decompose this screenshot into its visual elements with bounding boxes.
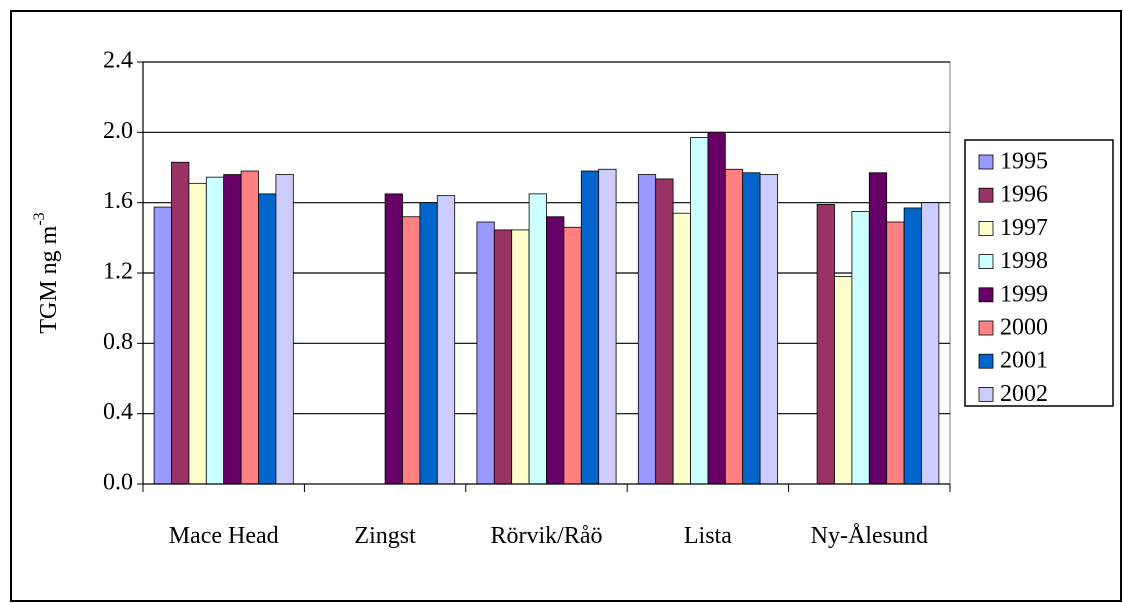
bar [493,229,513,485]
bar [580,170,600,485]
y-tick-label: 1.6 [103,188,133,214]
y-tick-label: 2.4 [103,48,133,74]
bar [868,172,888,485]
bar [672,212,691,485]
legend-swatch [978,254,994,270]
legend-swatch [978,287,994,303]
legend-label: 1998 [1000,248,1048,274]
bar [419,202,438,485]
bar [655,178,674,485]
bar [171,161,190,485]
legend-swatch [978,353,994,369]
bar [563,226,582,485]
y-tick-label: 0.4 [103,399,133,425]
bar [759,174,778,485]
x-tick-label: Ny-Ålesund [810,523,928,549]
bar [724,168,744,485]
legend-swatch [978,320,994,336]
bar [240,170,259,485]
bar [886,221,905,485]
y-tick-label: 2.0 [103,118,133,144]
bar [223,174,242,485]
x-tick-label: Lista [683,523,732,549]
bar [205,176,225,485]
bar [816,204,835,485]
bar [384,193,403,485]
legend-label: 1997 [1000,215,1048,241]
bar [476,221,495,485]
bar [598,168,617,485]
x-tick-label: Mace Head [168,523,279,549]
bar [707,131,726,485]
bar [188,182,207,485]
bar [511,229,530,485]
bar [258,193,277,485]
legend-label: 2002 [1000,381,1048,407]
legend-label: 2001 [1000,348,1048,374]
y-axis-label: TGM ng m-3 [31,212,62,333]
bar [903,207,922,485]
legend-label: 1996 [1000,182,1048,208]
x-tick-label: Rörvik/Råö [490,523,603,549]
y-axis-label-exponent: -3 [31,212,48,225]
bar [742,172,761,485]
y-axis-label-text: TGM ng m [36,225,62,333]
bar [921,202,940,485]
bar [436,195,456,485]
legend-label: 1999 [1000,281,1048,307]
legend-swatch [978,187,994,203]
bar [851,211,870,485]
legend-swatch [978,220,994,236]
x-tick-label: Zingst [354,523,416,549]
legend-swatch [978,386,994,402]
y-tick-label: 0.0 [103,470,133,496]
y-tick-label: 0.8 [103,329,133,355]
bar [153,206,172,485]
legend-label: 1995 [1000,149,1048,175]
bar [402,216,421,485]
bar [834,276,853,485]
bar [546,216,565,485]
bar [690,137,709,485]
y-tick-label: 1.2 [103,259,133,285]
bar [275,174,294,485]
legend-swatch [978,154,994,170]
legend-label: 2000 [1000,315,1048,341]
bar [637,174,657,485]
bar [528,193,547,485]
